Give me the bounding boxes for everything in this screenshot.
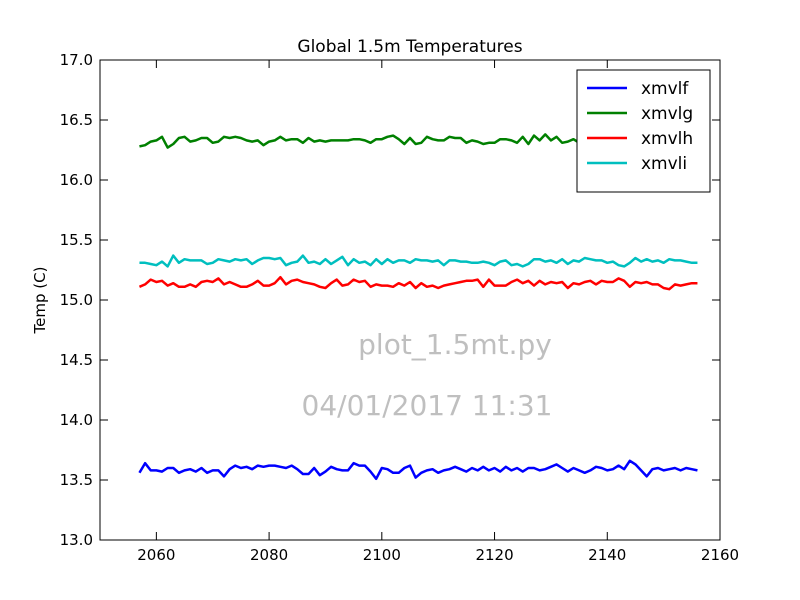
y-axis-label: Temp (C) <box>31 267 49 335</box>
y-tick-label: 13.0 <box>60 531 93 549</box>
y-tick-label: 14.0 <box>60 411 93 429</box>
series-line-xmvlf <box>138 459 698 481</box>
y-tick-label: 15.0 <box>60 291 93 309</box>
legend: xmvlf xmvlg xmvlh xmvli <box>576 69 711 193</box>
legend-label-xmvli: xmvli <box>641 154 687 174</box>
y-tick-label: 13.5 <box>60 471 93 489</box>
x-tick-label: 2100 <box>363 546 401 564</box>
x-tick-label: 2060 <box>137 546 175 564</box>
y-tick-label: 17.0 <box>60 51 93 69</box>
series-lines <box>138 133 698 481</box>
legend-label-xmvlh: xmvlh <box>641 129 693 149</box>
series-line-xmvli <box>139 254 698 268</box>
legend-label-xmvlf: xmvlf <box>641 79 689 99</box>
legend-label-xmvlg: xmvlg <box>641 104 693 124</box>
series-line-xmvlh <box>138 275 698 291</box>
x-tick-label: 2080 <box>250 546 288 564</box>
watermark-text: 04/01/2017 11:31 <box>302 389 553 422</box>
watermark-text: plot_1.5mt.py <box>358 328 552 361</box>
x-tick-label: 2160 <box>701 546 739 564</box>
legend-box <box>576 69 711 193</box>
y-tick-label: 14.5 <box>60 351 93 369</box>
watermark: plot_1.5mt.py 04/01/2017 11:31 <box>302 328 553 422</box>
x-tick-label: 2140 <box>588 546 626 564</box>
chart-title: Global 1.5m Temperatures <box>297 37 522 57</box>
plot-frame <box>99 59 721 541</box>
y-tick-label: 16.5 <box>60 111 93 129</box>
x-tick-label: 2120 <box>475 546 513 564</box>
y-tick-label: 15.5 <box>60 231 93 249</box>
y-tick-label: 16.0 <box>60 171 93 189</box>
axis-ticks: 2060 2080 2100 2120 2140 2160 13.0 13.5 14.0 14.5… <box>60 51 740 564</box>
